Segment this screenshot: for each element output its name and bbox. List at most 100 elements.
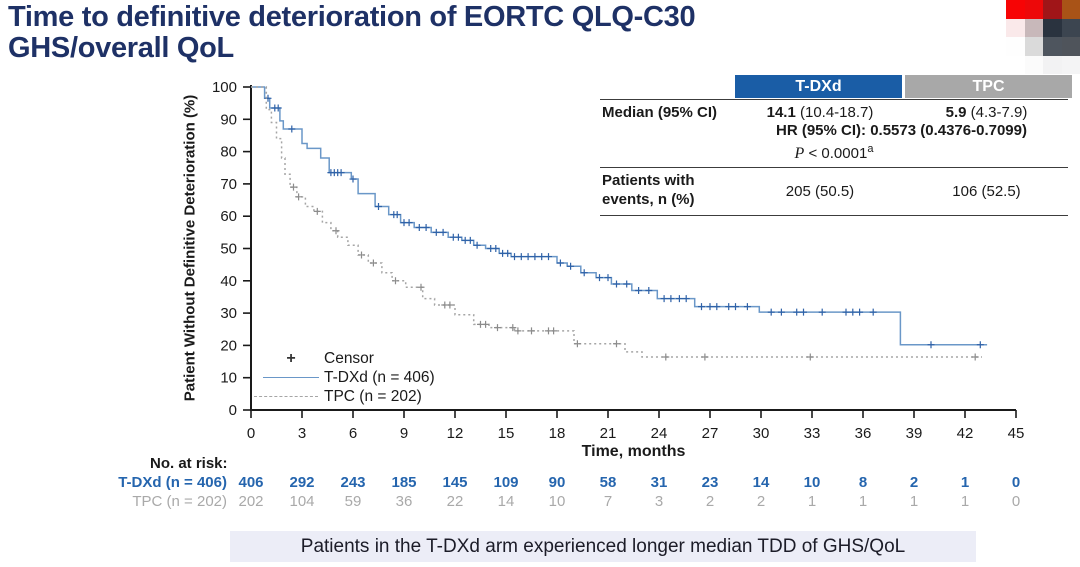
y-tick-label: 80 bbox=[220, 144, 237, 161]
risk-value: 1 bbox=[909, 493, 919, 510]
risk-value: 23 bbox=[701, 474, 719, 491]
censor-plus-icon: + bbox=[286, 349, 296, 367]
y-tick-label: 70 bbox=[220, 176, 237, 193]
logo-cell bbox=[1061, 37, 1080, 56]
tdxd-curve bbox=[251, 86, 988, 346]
rule-middle bbox=[600, 167, 1068, 168]
y-tick-label: 10 bbox=[220, 370, 237, 387]
risk-value: 2 bbox=[909, 474, 919, 491]
x-tick-label: 9 bbox=[400, 425, 408, 442]
risk-value: 2 bbox=[705, 493, 715, 510]
risk-value: 22 bbox=[446, 493, 464, 510]
legend-row-tdxd: T-DXd (n = 406) bbox=[258, 368, 435, 387]
risk-value: 185 bbox=[391, 474, 417, 491]
x-axis-title: Time, months bbox=[581, 443, 686, 460]
logo-cell bbox=[1006, 0, 1025, 19]
risk-table-title: No. at risk: bbox=[150, 455, 228, 472]
risk-value: 202 bbox=[238, 493, 264, 510]
tpc-header-badge: TPC bbox=[905, 75, 1072, 98]
logo-cell bbox=[1043, 55, 1062, 74]
logo-cell bbox=[1043, 37, 1062, 56]
legend-row-censor: + Censor bbox=[258, 349, 435, 368]
logo-cell bbox=[1043, 18, 1062, 37]
risk-value: 1 bbox=[858, 493, 868, 510]
logo-cell bbox=[1024, 18, 1043, 37]
events-label: Patients with events, n (%) bbox=[602, 172, 695, 208]
risk-value: 0 bbox=[1011, 474, 1021, 491]
logo-cell bbox=[1043, 0, 1062, 19]
x-tick-label: 12 bbox=[447, 425, 464, 442]
y-tick-label: 20 bbox=[220, 337, 237, 354]
x-tick-label: 6 bbox=[349, 425, 357, 442]
tdxd-line-icon bbox=[258, 377, 324, 378]
x-tick-label: 0 bbox=[247, 425, 255, 442]
y-tick-label: 0 bbox=[229, 402, 237, 419]
tpc-line-icon bbox=[254, 396, 324, 397]
y-tick-label: 50 bbox=[220, 241, 237, 258]
risk-value: 104 bbox=[289, 493, 315, 510]
risk-value: 0 bbox=[1011, 493, 1021, 510]
risk-value: 243 bbox=[340, 474, 366, 491]
logo-cell bbox=[1006, 37, 1025, 56]
risk-row-label-tdxd: T-DXd (n = 406) bbox=[118, 474, 227, 491]
logo-cell bbox=[1006, 18, 1025, 37]
x-tick-label: 18 bbox=[549, 425, 566, 442]
risk-row-label-tpc: TPC (n = 202) bbox=[132, 493, 227, 510]
hr-line: HR (95% CI): 0.5573 (0.4376-0.7099) bbox=[776, 122, 1027, 139]
events-tpc-value: 106 (52.5) bbox=[952, 183, 1021, 200]
logo-cell bbox=[1024, 37, 1043, 56]
risk-value: 292 bbox=[289, 474, 315, 491]
risk-value: 31 bbox=[650, 474, 668, 491]
logo-cell bbox=[1061, 18, 1080, 37]
risk-value: 1 bbox=[960, 493, 970, 510]
logo-cell bbox=[1024, 0, 1043, 19]
risk-value: 1 bbox=[960, 474, 970, 491]
rule-bottom bbox=[600, 215, 1068, 216]
logo-cell bbox=[1006, 55, 1025, 74]
logo-cell bbox=[1024, 55, 1043, 74]
risk-value: 406 bbox=[238, 474, 264, 491]
p-value-line: P < 0.0001a bbox=[794, 143, 874, 162]
legend-censor-label: Censor bbox=[324, 349, 374, 367]
y-axis-title: Patient Without Definitive Deterioration… bbox=[181, 94, 199, 402]
x-tick-label: 30 bbox=[753, 425, 770, 442]
median-label: Median (95% CI) bbox=[602, 104, 718, 121]
median-tpc-value: 5.9 (4.3-7.9) bbox=[945, 104, 1028, 121]
x-tick-label: 39 bbox=[906, 425, 923, 442]
tdxd-header-badge: T-DXd bbox=[735, 75, 902, 98]
risk-value: 58 bbox=[599, 474, 617, 491]
x-tick-label: 27 bbox=[702, 425, 719, 442]
logo-cell bbox=[1061, 0, 1080, 19]
x-tick-label: 3 bbox=[298, 425, 306, 442]
page-title: Time to definitive deterioration of EORT… bbox=[8, 1, 696, 64]
y-tick-label: 40 bbox=[220, 273, 237, 290]
risk-value: 2 bbox=[756, 493, 766, 510]
risk-value: 7 bbox=[603, 493, 613, 510]
x-tick-label: 42 bbox=[957, 425, 974, 442]
risk-value: 1 bbox=[807, 493, 817, 510]
events-tdxd-value: 205 (50.5) bbox=[785, 183, 855, 200]
rule-top bbox=[600, 99, 1068, 100]
chart-legend: + Censor T-DXd (n = 406) TPC (n = 202) bbox=[254, 349, 435, 406]
x-tick-label: 33 bbox=[804, 425, 821, 442]
x-tick-label: 15 bbox=[498, 425, 515, 442]
conclusion-text: Patients in the T-DXd arm experienced lo… bbox=[300, 535, 906, 557]
logo-mosaic bbox=[1006, 0, 1080, 74]
x-tick-label: 21 bbox=[600, 425, 617, 442]
risk-value: 14 bbox=[752, 474, 770, 491]
y-tick-label: 100 bbox=[212, 79, 237, 96]
risk-value: 59 bbox=[344, 493, 362, 510]
conclusion-banner: Patients in the T-DXd arm experienced lo… bbox=[230, 531, 976, 562]
y-tick-label: 30 bbox=[220, 305, 237, 322]
legend-row-tpc: TPC (n = 202) bbox=[254, 387, 435, 406]
risk-value: 90 bbox=[548, 474, 566, 491]
risk-value: 8 bbox=[858, 474, 868, 491]
median-tdxd-value: 14.1 (10.4-18.7) bbox=[766, 104, 874, 121]
logo-cell bbox=[1061, 55, 1080, 74]
risk-value: 145 bbox=[442, 474, 468, 491]
risk-value: 36 bbox=[395, 493, 413, 510]
tpc-censor-marks bbox=[290, 183, 979, 361]
y-tick-label: 90 bbox=[220, 111, 237, 128]
x-tick-label: 45 bbox=[1008, 425, 1025, 442]
